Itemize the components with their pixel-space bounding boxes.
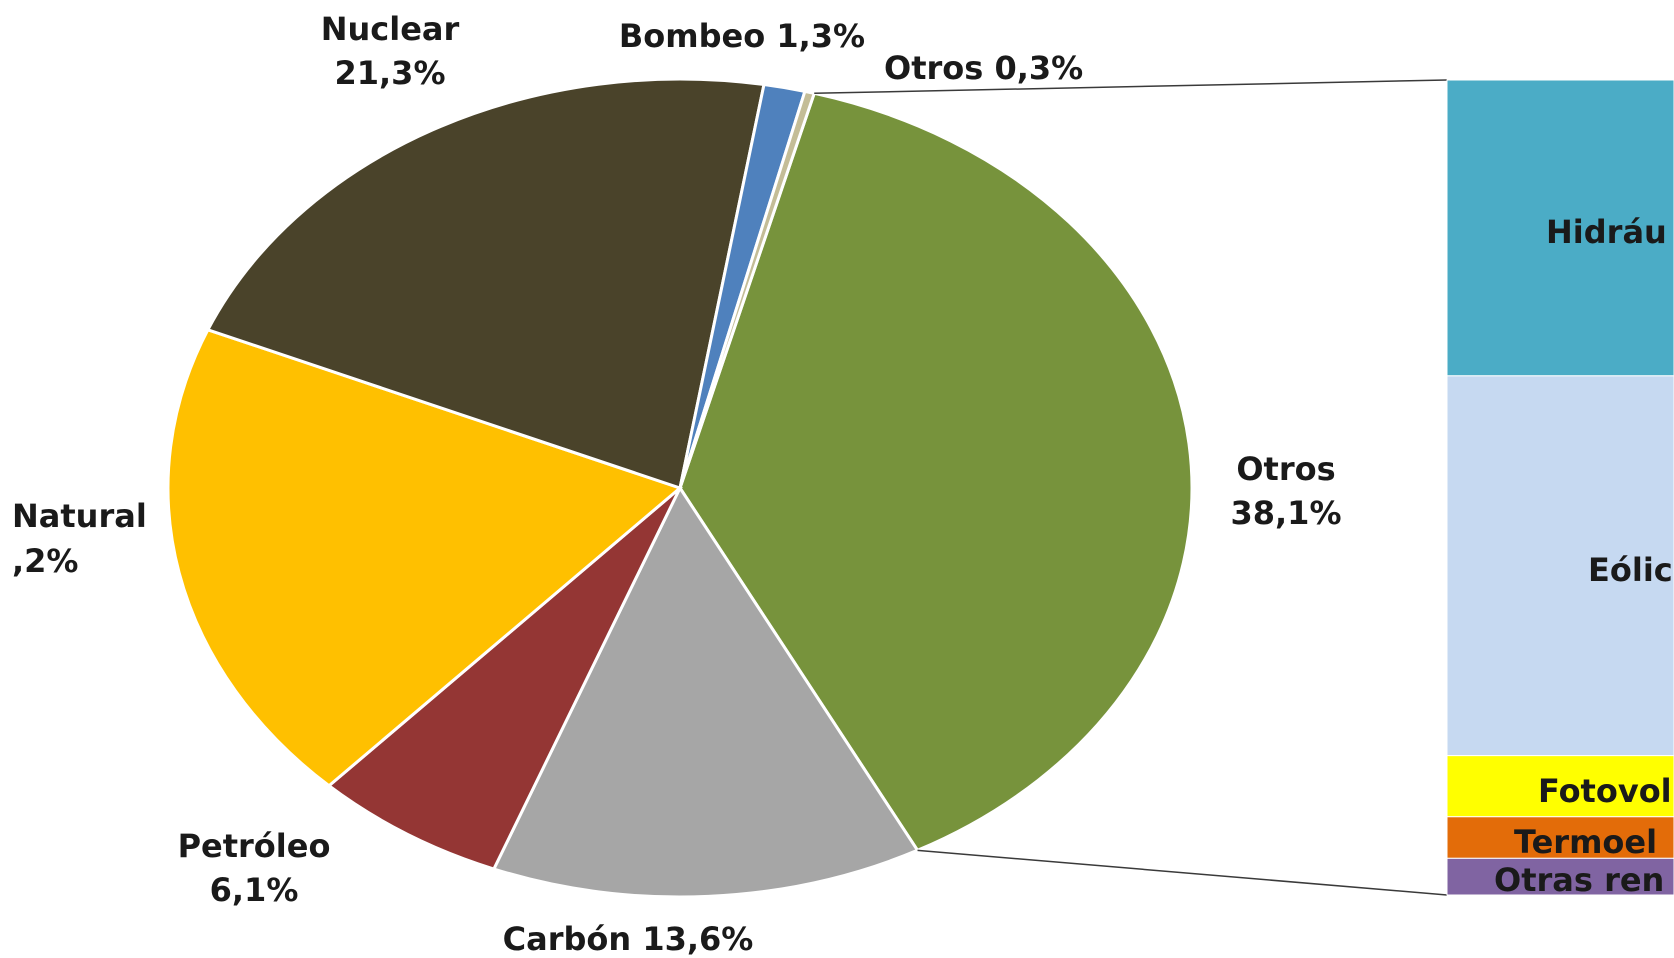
connector-lines <box>814 79 1448 896</box>
bar-label-termoelectrica: Termoel <box>1514 823 1657 861</box>
bar-label-fotovoltaica: Fotovol <box>1538 772 1672 810</box>
label-natural-value: ,2% <box>12 542 78 580</box>
label-otros-value: 38,1% <box>1230 494 1341 532</box>
bar-segment-3 <box>1446 816 1674 859</box>
label-otros-small: Otros 0,3% <box>884 49 1083 87</box>
connector-top <box>814 79 1448 95</box>
pie-slice-0 <box>678 91 1194 853</box>
bar-label-eolica: Eólic <box>1588 551 1673 589</box>
bar-segment-1 <box>1446 375 1674 757</box>
bar-segment-4 <box>1446 857 1674 896</box>
label-bombeo: Bombeo 1,3% <box>619 17 865 55</box>
bar-label-otras-renovables: Otras ren <box>1494 861 1664 899</box>
label-petroleo-value: 6,1% <box>210 871 299 909</box>
pie-slice-4 <box>205 77 766 490</box>
label-otros-name: Otros <box>1236 450 1335 488</box>
labels: Nuclear 21,3% Bombeo 1,3% Otros 0,3% Otr… <box>12 10 1673 958</box>
bar-segment-0 <box>1446 79 1674 377</box>
label-nuclear-name: Nuclear <box>321 10 460 48</box>
label-natural-name: Natural <box>12 497 147 535</box>
label-carbon: Carbón 13,6% <box>503 920 754 958</box>
stacked-bar <box>1446 79 1674 896</box>
label-nuclear-value: 21,3% <box>334 54 445 92</box>
pie-slice-3 <box>166 327 683 788</box>
pie-slice-6 <box>678 89 817 489</box>
bar-label-hidraulica: Hidráu <box>1546 213 1667 251</box>
connector-bottom <box>917 849 1448 896</box>
pie-slice-1 <box>491 484 920 899</box>
pie <box>166 77 1194 899</box>
pie-slice-2 <box>326 486 682 871</box>
label-petroleo-name: Petróleo <box>178 827 331 865</box>
